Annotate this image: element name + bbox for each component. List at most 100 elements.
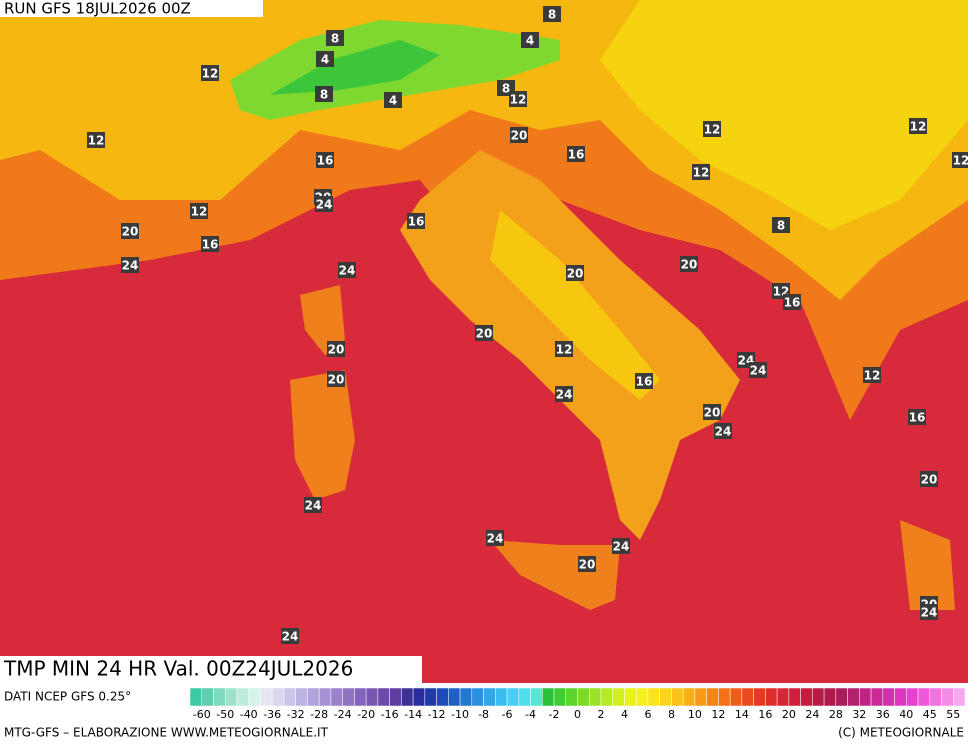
colorbar-label: -4 (525, 708, 536, 721)
contour-label: 24 (921, 606, 938, 620)
colorbar-label: 40 (899, 708, 913, 721)
colorbar-label: 10 (688, 708, 702, 721)
label-box (908, 409, 926, 425)
contour-label: 4 (526, 34, 534, 48)
color-swatch (870, 687, 884, 707)
color-swatch (424, 687, 437, 707)
contour-label: 12 (202, 67, 219, 81)
color-swatch (448, 687, 461, 707)
color-swatch (600, 687, 613, 707)
colorbar-label: 2 (597, 708, 604, 721)
contour-label: 12 (953, 154, 968, 168)
color-swatch (295, 687, 308, 707)
contour-label: 16 (408, 215, 425, 229)
color-swatch (741, 687, 754, 707)
label-box (407, 213, 425, 229)
contour-label: 16 (909, 411, 926, 425)
contour-label: 24 (122, 259, 139, 273)
color-swatch (694, 687, 707, 707)
contour-label: 16 (568, 148, 585, 162)
contour-label: 12 (191, 205, 208, 219)
color-swatch (624, 687, 637, 707)
label-box (316, 152, 334, 168)
label-box (543, 6, 561, 22)
contour-label: 24 (715, 425, 732, 439)
credit-left: MTG-GFS – ELABORAZIONE WWW.METEOGIORNALE… (4, 726, 329, 740)
label-box (578, 556, 596, 572)
map-title: TMP MIN 24 HR Val. 00Z24JUL2026 (3, 657, 353, 681)
label-box (567, 146, 585, 162)
color-swatch (812, 687, 825, 707)
color-swatch (800, 687, 813, 707)
color-swatch (753, 687, 766, 707)
contour-label: 16 (202, 238, 219, 252)
color-swatch (330, 687, 343, 707)
color-swatch (365, 687, 379, 707)
land-cool (600, 0, 968, 230)
color-swatch (224, 687, 238, 707)
label-box (920, 604, 938, 620)
contour-label: 20 (122, 225, 139, 239)
colorbar-label: 14 (735, 708, 749, 721)
color-swatch (459, 687, 473, 707)
label-box (612, 538, 630, 554)
label-box (863, 367, 881, 383)
colorbar-label: -6 (502, 708, 513, 721)
label-box (703, 121, 721, 137)
color-swatch (307, 687, 320, 707)
colorbar-label: -2 (549, 708, 560, 721)
label-box (772, 217, 790, 233)
contour-label: 12 (693, 166, 710, 180)
label-box (703, 404, 721, 420)
color-swatch (588, 687, 602, 707)
colorbar-label: 36 (876, 708, 890, 721)
color-swatch (917, 687, 931, 707)
label-box (909, 118, 927, 134)
contour-label: 12 (88, 134, 105, 148)
colorbar-label: -32 (287, 708, 305, 721)
contour-label: 12 (910, 120, 927, 134)
contour-label: 24 (613, 540, 630, 554)
colorbar-label: 20 (782, 708, 796, 721)
label-box (509, 91, 527, 107)
colorbar-label: -20 (357, 708, 375, 721)
colorbar-label: -14 (404, 708, 422, 721)
label-box (327, 371, 345, 387)
color-swatch (776, 687, 790, 707)
colorbar-label: 4 (621, 708, 628, 721)
label-box (338, 262, 356, 278)
color-swatch (682, 687, 696, 707)
color-swatch (201, 687, 214, 707)
color-swatch (706, 687, 719, 707)
colorbar-label: -12 (428, 708, 446, 721)
apennines (490, 210, 660, 400)
source: DATI NCEP GFS 0.25° (4, 690, 131, 704)
colorbar-label: 12 (711, 708, 725, 721)
color-swatch (671, 687, 684, 707)
contour-label: 12 (864, 369, 881, 383)
label-box (635, 373, 653, 389)
colorbar-label: 32 (852, 708, 866, 721)
color-swatch (213, 687, 226, 707)
color-swatch (483, 687, 496, 707)
color-swatch (389, 687, 402, 707)
contour-label: 24 (556, 388, 573, 402)
color-swatch (729, 687, 743, 707)
label-box (749, 362, 767, 378)
color-swatch (530, 687, 543, 707)
contour-label: 20 (511, 129, 528, 143)
contour-label: 16 (317, 154, 334, 168)
colorbar-label: -10 (451, 708, 469, 721)
contour-label: 24 (339, 264, 356, 278)
color-swatch (941, 687, 954, 707)
colorbar-label: -8 (478, 708, 489, 721)
contour-label: 20 (328, 343, 345, 357)
color-swatch (612, 687, 625, 707)
contour-label: 24 (487, 532, 504, 546)
label-box (201, 65, 219, 81)
contour-label: 8 (777, 219, 785, 233)
color-swatch (718, 687, 731, 707)
label-box (304, 497, 322, 513)
label-box (327, 341, 345, 357)
